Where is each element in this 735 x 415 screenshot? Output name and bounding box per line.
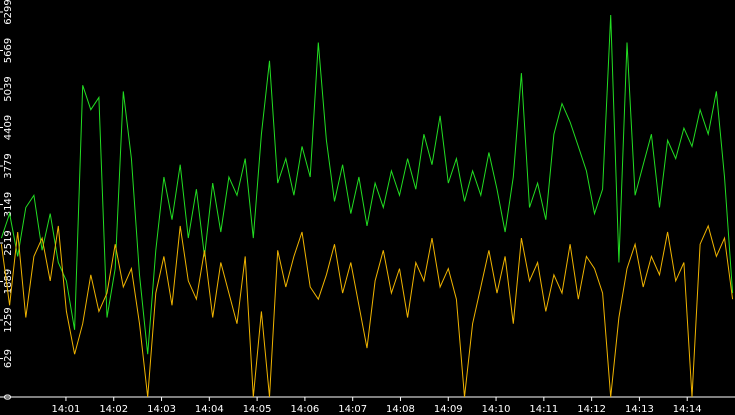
y-tick-label: 0: [3, 394, 14, 400]
x-tick-label: 14:08: [386, 404, 415, 415]
y-tick-label: 1259: [3, 307, 14, 332]
y-tick-label: 629: [3, 349, 14, 368]
x-tick-label: 14:14: [673, 404, 702, 415]
x-tick-label: 14:12: [577, 404, 606, 415]
x-tick-label: 14:10: [482, 404, 511, 415]
y-tick-label: 3149: [3, 192, 14, 217]
x-tick-label: 14:11: [529, 404, 558, 415]
series-line: [0, 224, 734, 398]
x-tick-label: 14:09: [434, 404, 463, 415]
y-tick-label: 2519: [3, 230, 14, 255]
x-tick-label: 14:13: [625, 404, 654, 415]
y-tick-label: 5669: [3, 38, 14, 63]
y-tick-label: 4409: [3, 115, 14, 140]
y-tick-label: 5039: [3, 76, 14, 101]
y-tick-label: 3779: [3, 153, 14, 178]
x-tick-label: 14:06: [290, 404, 319, 415]
x-tick-label: 14:01: [52, 404, 81, 415]
x-tick-label: 14:04: [195, 404, 224, 415]
y-tick-label: 1889: [3, 269, 14, 294]
x-tick-label: 14:07: [338, 404, 367, 415]
series-line: [0, 14, 734, 355]
y-tick-label: 6299: [3, 0, 14, 25]
x-tick-label: 14:02: [99, 404, 128, 415]
x-tick-label: 14:03: [147, 404, 176, 415]
x-tick-label: 14:05: [243, 404, 272, 415]
